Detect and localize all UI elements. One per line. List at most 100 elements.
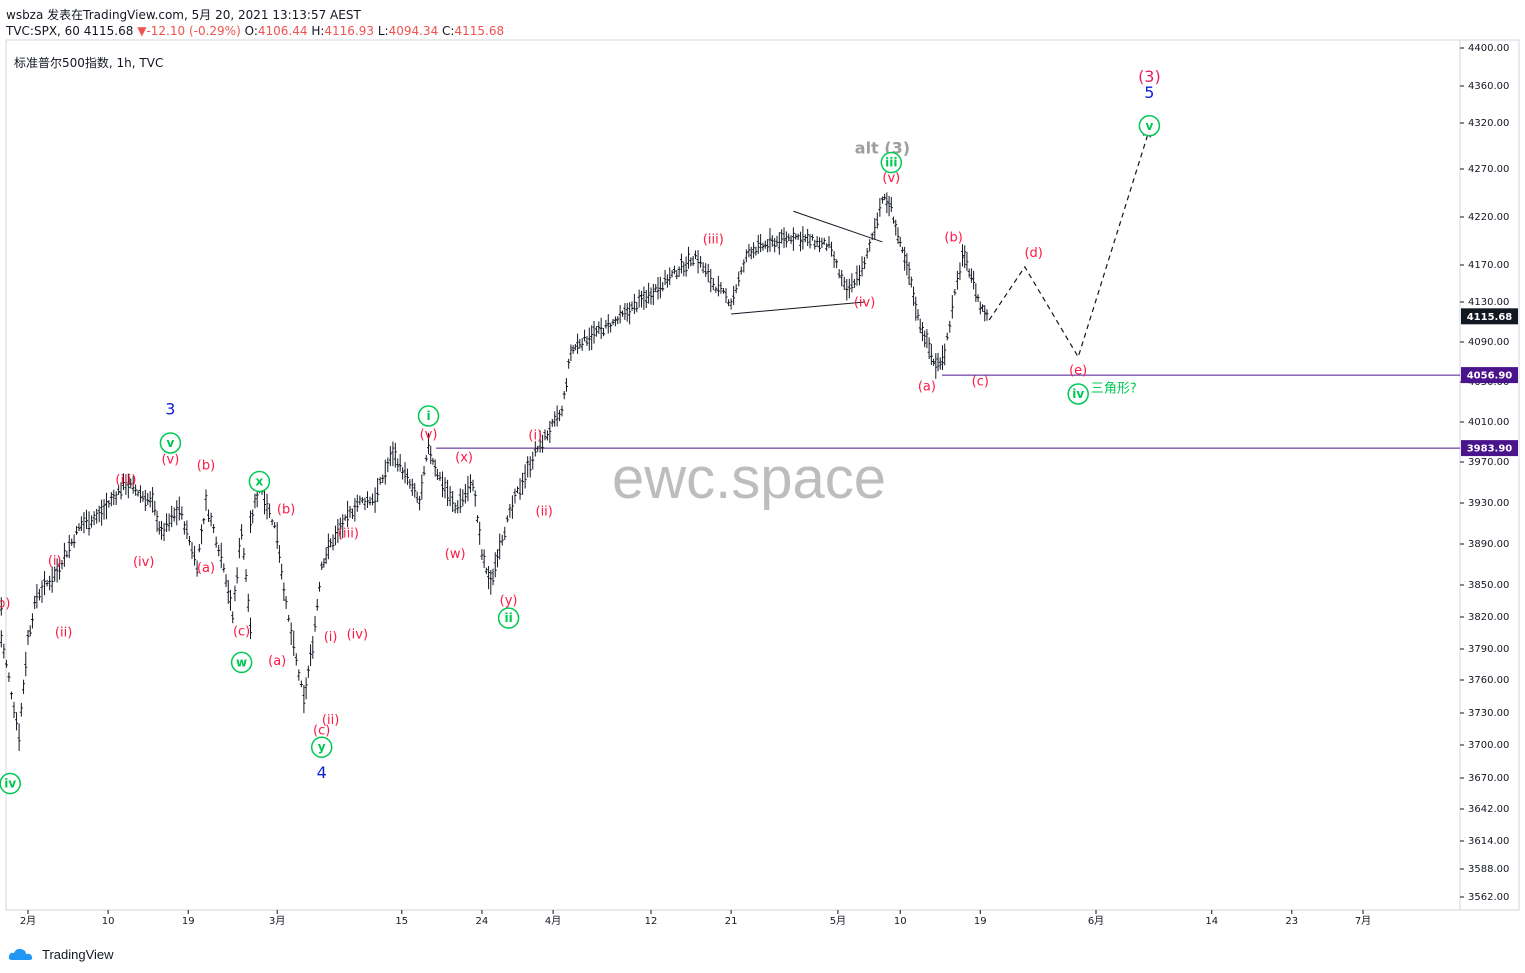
wave-label: (i) [48,554,62,569]
circled-wave-ring [0,772,21,795]
circled-wave-ring [159,432,182,454]
horizontal-levels[interactable] [436,374,1460,449]
wave-label: 3 [165,400,175,419]
y-tick-label: 3588.00 [1468,864,1509,875]
tradingview-logo[interactable]: TradingView [8,946,114,962]
wave-label: alt (3) [855,138,910,157]
publish-info: wsbza 发表在TradingView.com, 5月 20, 2021 13… [6,6,361,23]
circled-wave-text: iv [1072,387,1084,401]
wave-label: (b) [197,459,215,474]
y-tick-label: 4130.00 [1468,297,1509,308]
wave-label: (c) [313,724,330,739]
circled-wave-label: iv [0,772,21,795]
projection-line[interactable] [988,129,1150,359]
wave-label: 三角形? [1091,382,1137,397]
x-tick-label: 7月 [1355,915,1371,927]
x-tick-label: 14 [1205,916,1218,927]
x-tick-label: 10 [102,916,115,927]
triangle-lines[interactable] [731,210,883,315]
wave-label: (x) [455,451,473,466]
wave-label: (i) [324,630,338,645]
ohlc-header: TVC:SPX, 60 4115.68 ▼-12.10 (-0.29%) O:4… [6,24,504,38]
change-value: -12.10 (-0.29%) [146,24,241,38]
circled-wave-ring [1067,383,1089,405]
circled-wave-text: iii [885,156,897,170]
wave-label: (b) [0,597,11,612]
y-tick-label: 3970.00 [1468,457,1509,468]
x-tick-label: 23 [1285,916,1298,927]
circled-wave-label: v [1138,115,1161,137]
wave-label: (3) [1138,67,1161,86]
circled-wave-label: ii [497,607,520,629]
triangle-trendline[interactable] [731,301,865,315]
wave-label: 4 [317,763,327,782]
low-value: 4094.34 [388,24,439,38]
circled-wave-label: iii [880,151,903,174]
circled-wave-text: w [236,655,247,669]
y-tick-label: 3850.00 [1468,580,1509,591]
wave-label: (a) [918,380,936,395]
close-label: C: [442,24,455,38]
circled-wave-ring [248,470,271,493]
wave-label: (c) [233,624,250,639]
change-arrow-icon: ▼ [137,24,147,38]
y-tick-label: 3790.00 [1468,644,1509,655]
circled-wave-ring [1138,115,1161,137]
circled-wave-text: ii [504,611,512,625]
x-tick-label: 3月 [269,915,285,927]
wave-labels: (b) (i) (ii) (iii) (iv) (v) 3 (b) (a) (c) (b) (a) (i… [0,67,1161,782]
symbol-label: TVC:SPX, 60 [6,24,80,38]
y-tick-label: 4270.00 [1468,164,1509,175]
plot-frame [5,39,1461,911]
x-tick-label: 19 [974,916,987,927]
circled-wave-label: y [310,736,333,758]
y-tick-label: 4220.00 [1468,212,1509,223]
circled-wave-label: v [159,432,182,454]
y-tick-label: 4400.00 [1468,43,1509,54]
chart[interactable]: ewc.space 标准普尔500指数, 1h, TVC (b)(i)(ii)(… [0,0,1525,940]
circled-wave-ring [417,405,440,427]
wave-label: 5 [1144,83,1154,102]
circled-wave-label: iv [1067,383,1089,405]
x-tick-label: 2月 [20,915,36,927]
wave-label: (e) [1069,364,1087,379]
price-label-box [1461,308,1518,325]
y-tick-label: 4090.00 [1468,337,1509,348]
wave-label: (b) [944,231,962,246]
wave-label: (v) [161,453,179,468]
y-tick-label: 3760.00 [1468,675,1509,686]
publish-info-text: wsbza 发表在TradingView.com, 5月 20, 2021 13… [6,8,361,22]
high-value: 4116.93 [324,24,375,38]
y-axis-ticks: 4400.00 4360.00 4320.00 4270.00 4220.00 4170.… [1460,43,1509,903]
wave-label: (ii) [536,505,553,520]
y-tick-label: 4010.00 [1468,417,1509,428]
x-tick-label: 21 [725,916,738,927]
circled-wave-label: x [248,470,271,493]
x-tick-label: 19 [182,916,195,927]
wave-label: (c) [972,375,989,390]
wave-label: (iv) [347,628,368,643]
wave-label: (a) [197,561,215,576]
price-axis[interactable] [1459,39,1520,911]
wave-label: (iii) [703,233,724,248]
y-tick-label: 4320.00 [1468,118,1509,129]
triangle-trendline[interactable] [793,210,883,243]
low-label: L: [377,24,389,38]
wave-label: (i) [528,429,542,444]
x-tick-label: 10 [894,916,907,927]
x-tick-label: 15 [395,916,408,927]
x-tick-label: 24 [476,916,489,927]
price-label-text: 4056.90 [1467,371,1513,382]
x-tick-label: 4月 [545,915,561,927]
circled-wave-ring [497,607,520,629]
circled-wave-ring [230,651,253,674]
y-tick-label: 3890.00 [1468,539,1509,550]
x-axis-ticks: 2月 10 19 3月 15 24 4月 12 21 5月 10 19 6月 14 23 7月 [20,910,1371,927]
circled-wave-label: i [417,405,440,427]
price-label-box [1461,367,1518,384]
close-value: 4115.68 [454,24,505,38]
legend-label: 标准普尔500指数, 1h, TVC [14,55,163,70]
y-tick-label: 3700.00 [1468,740,1509,751]
price-bars [0,192,989,752]
